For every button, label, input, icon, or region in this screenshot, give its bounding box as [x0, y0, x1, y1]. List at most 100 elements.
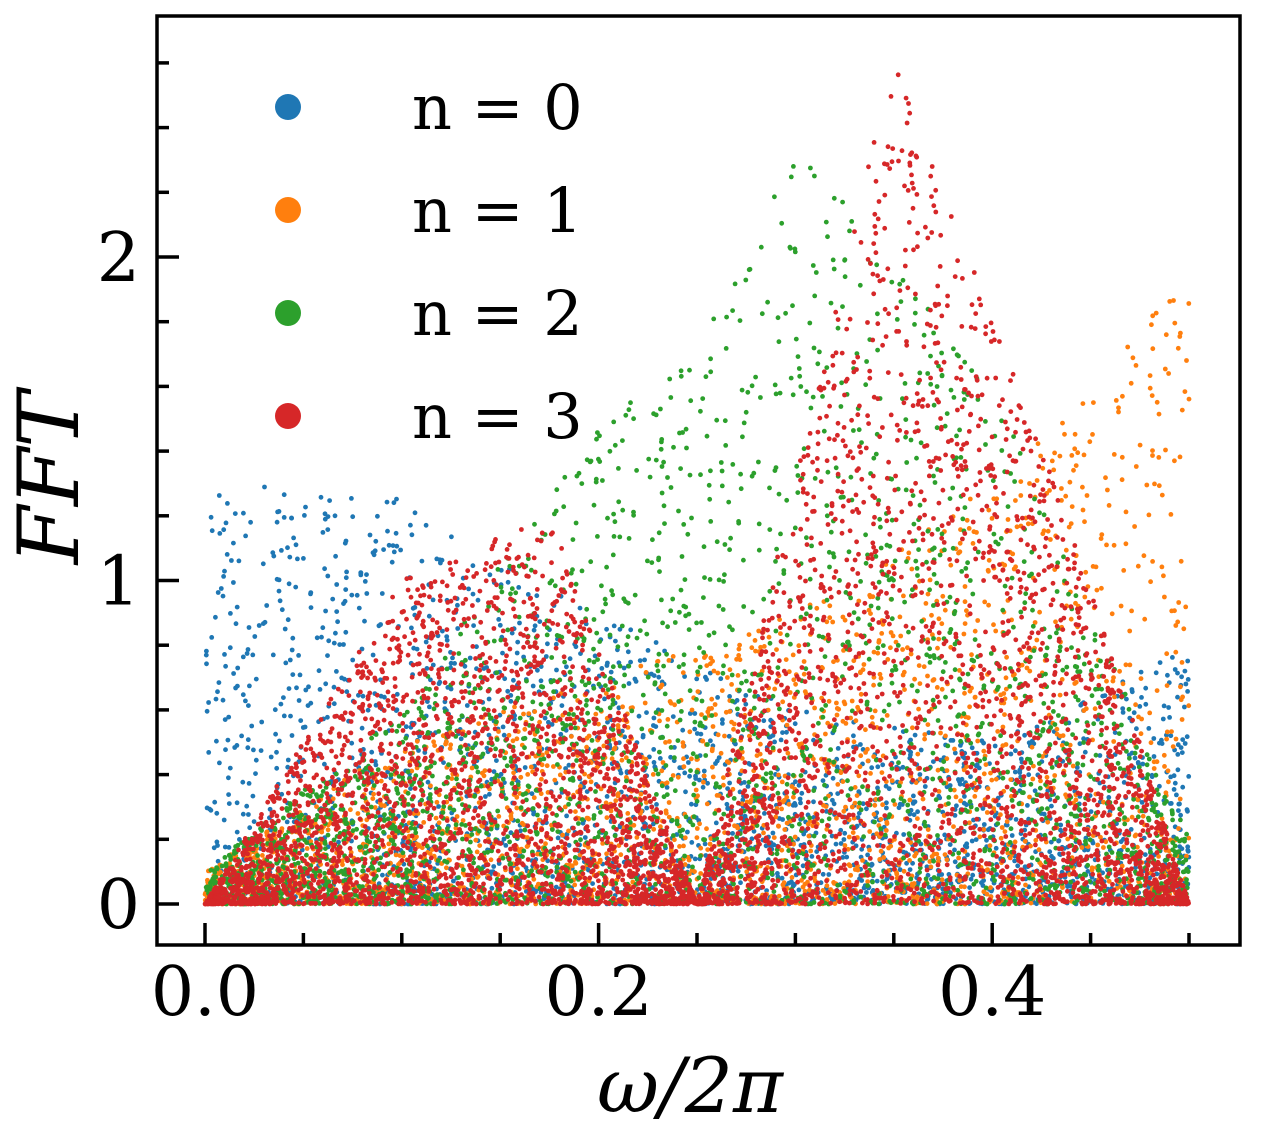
data-point [857, 764, 863, 770]
data-point [989, 516, 995, 521]
data-point [1080, 484, 1085, 490]
data-point [776, 772, 781, 778]
data-point [884, 805, 889, 811]
data-point [316, 668, 322, 674]
data-point [1185, 844, 1191, 850]
data-point [883, 828, 889, 833]
data-point [708, 738, 713, 744]
data-point [1146, 726, 1152, 731]
data-point [1175, 767, 1181, 773]
data-point [469, 765, 475, 771]
data-point [240, 779, 246, 785]
data-point [215, 858, 221, 864]
data-point [770, 830, 776, 836]
data-point [806, 833, 812, 839]
data-point [208, 807, 214, 813]
data-point [343, 587, 349, 592]
data-point [325, 653, 330, 658]
data-point [224, 552, 230, 557]
data-point [918, 747, 924, 753]
data-point [814, 849, 820, 854]
data-point [1138, 669, 1144, 675]
data-point [1063, 493, 1069, 499]
data-point [825, 469, 831, 475]
data-point [681, 843, 686, 849]
data-point [915, 894, 920, 900]
data-point [470, 563, 476, 569]
data-point [1138, 731, 1144, 737]
data-point [909, 566, 915, 572]
data-point [929, 612, 934, 618]
data-point [1005, 517, 1011, 522]
data-point [851, 733, 856, 739]
data-point [1051, 467, 1057, 473]
data-point [1054, 726, 1060, 732]
data-point [749, 645, 755, 651]
data-point [1109, 611, 1115, 617]
data-point [1182, 704, 1187, 710]
data-point [1183, 681, 1189, 687]
data-point [419, 558, 425, 564]
data-point [954, 803, 959, 809]
data-point [1087, 439, 1093, 445]
data-point [865, 758, 871, 764]
data-point [823, 731, 828, 737]
data-point [952, 847, 957, 853]
data-point [701, 768, 707, 774]
data-point [1186, 774, 1192, 779]
data-point [1168, 512, 1174, 517]
data-point [782, 827, 788, 832]
data-point [958, 743, 963, 748]
data-point [514, 650, 520, 656]
data-point [471, 623, 476, 628]
data-point [391, 500, 397, 506]
data-point [281, 695, 286, 700]
data-point [915, 809, 920, 815]
data-point [799, 790, 805, 796]
data-point [1184, 734, 1190, 740]
data-point [558, 731, 564, 737]
data-point [654, 802, 659, 807]
data-point [1022, 732, 1027, 738]
data-point [473, 837, 479, 843]
data-point [1138, 676, 1144, 681]
data-point [780, 730, 785, 735]
data-point [220, 593, 226, 599]
data-point [618, 770, 624, 776]
data-point [917, 681, 923, 686]
data-point [1027, 668, 1033, 674]
data-point [247, 825, 253, 831]
data-point [975, 618, 981, 623]
data-point [479, 770, 485, 776]
data-point [1081, 452, 1087, 458]
data-point [911, 793, 916, 799]
data-point [642, 700, 648, 706]
data-point [681, 756, 686, 762]
data-point [221, 817, 227, 823]
data-point [653, 640, 659, 645]
data-point [1112, 694, 1117, 700]
data-point [317, 687, 323, 692]
data-point [628, 627, 634, 633]
data-point [1163, 447, 1168, 453]
data-point [1178, 812, 1183, 818]
data-point [715, 670, 721, 676]
data-point [903, 434, 908, 440]
data-point [531, 627, 537, 633]
data-point [342, 676, 347, 682]
data-point [1175, 752, 1181, 757]
data-point [1038, 453, 1043, 459]
data-point [1154, 759, 1160, 765]
data-point [729, 719, 734, 725]
data-point [497, 622, 503, 628]
data-point [1173, 649, 1179, 655]
data-point [373, 538, 379, 544]
data-point [1156, 411, 1162, 417]
data-point [1067, 479, 1073, 485]
data-point [792, 834, 798, 840]
data-point [327, 498, 332, 503]
data-point [1173, 736, 1179, 742]
data-point [455, 602, 460, 608]
data-point [569, 734, 574, 739]
data-point [391, 549, 397, 555]
